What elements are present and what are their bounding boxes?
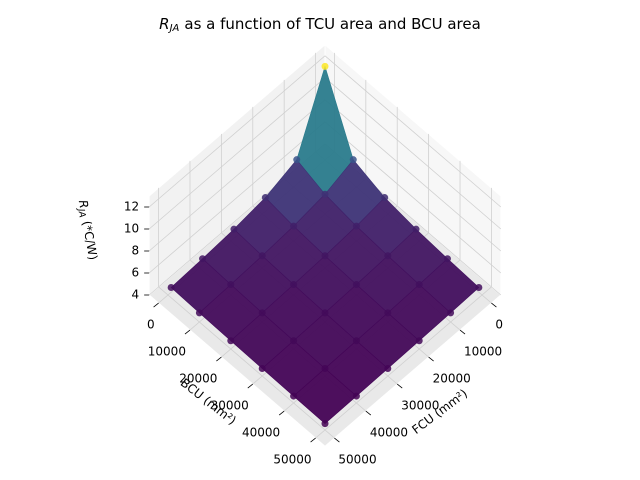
grid-line: [148, 77, 326, 230]
x-tick-label: 10000: [464, 345, 502, 359]
data-point: [352, 392, 360, 400]
data-point: [321, 309, 329, 317]
data-point: [227, 281, 235, 289]
z-tick-label: 6: [132, 266, 140, 280]
x-tick-label: 0: [495, 318, 503, 332]
x-tick-label: 20000: [433, 372, 471, 386]
tick-mark: [247, 383, 254, 389]
data-point: [290, 337, 298, 345]
title-subscript: JA: [168, 23, 180, 34]
zlabel-symbol: R: [76, 199, 91, 210]
tick-mark: [153, 302, 159, 308]
data-point: [290, 281, 298, 289]
data-point: [227, 337, 235, 345]
tick-mark: [278, 410, 285, 416]
x-tick-label: 30000: [401, 399, 439, 413]
data-point: [195, 309, 203, 317]
grid-line: [324, 55, 502, 208]
tick-mark: [428, 356, 434, 362]
grid-line: [148, 55, 326, 208]
y-tick-label: 30000: [211, 399, 249, 413]
tick-mark: [334, 437, 340, 443]
data-point: [381, 194, 389, 202]
data-point: [293, 156, 301, 164]
tick-mark: [184, 329, 191, 335]
data-point: [290, 222, 298, 230]
data-point: [321, 420, 329, 428]
tick-mark: [216, 356, 222, 362]
data-point: [258, 365, 266, 373]
grid-line: [158, 286, 335, 439]
data-point: [384, 365, 392, 373]
z-tick-label: 8: [132, 244, 140, 258]
z-tick-label: 10: [124, 222, 139, 236]
y-tick-label: 0: [147, 318, 155, 332]
tick-mark: [310, 437, 316, 443]
data-point: [352, 337, 360, 345]
z-tick-label: 4: [132, 288, 140, 302]
grid-line: [315, 286, 492, 439]
data-point: [415, 281, 423, 289]
data-point: [199, 255, 207, 263]
data-point: [443, 255, 451, 263]
data-point: [415, 337, 423, 345]
data-point: [384, 252, 392, 260]
data-point: [258, 252, 266, 260]
grid-line: [324, 121, 502, 274]
data-point: [261, 194, 269, 202]
zlabel-subscript: JA: [75, 206, 87, 218]
grid-line: [324, 99, 502, 252]
y-tick-label: 10000: [148, 345, 186, 359]
data-point: [352, 281, 360, 289]
data-point: [475, 283, 483, 291]
data-point: [321, 62, 329, 70]
x-tick-label: 50000: [338, 453, 376, 467]
data-point: [384, 309, 392, 317]
chart-title: RJA as a function of TCU area and BCU are…: [159, 15, 481, 35]
title-text: as a function of TCU area and BCU area: [184, 15, 480, 33]
surface: [167, 62, 483, 428]
grid-line: [148, 121, 326, 274]
tick-mark: [459, 329, 466, 335]
data-point: [230, 225, 238, 233]
data-point: [321, 252, 329, 260]
tick-mark: [491, 302, 497, 308]
data-point: [321, 365, 329, 373]
data-point: [321, 190, 329, 198]
y-tick-label: 40000: [242, 426, 280, 440]
data-point: [290, 392, 298, 400]
y-tick-label: 50000: [273, 453, 311, 467]
title-symbol: R: [159, 15, 169, 33]
tick-mark: [365, 410, 372, 416]
grid-line: [148, 99, 326, 252]
zlabel-text: (*C/W): [80, 220, 101, 261]
data-point: [447, 309, 455, 317]
data-point: [258, 309, 266, 317]
x-tick-label: 40000: [370, 426, 408, 440]
data-point: [412, 225, 420, 233]
data-point: [349, 156, 357, 164]
z-axis-label: RJA (*C/W): [74, 199, 100, 262]
z-tick-label: 12: [124, 200, 139, 214]
data-point: [167, 283, 175, 291]
grid-line: [324, 77, 502, 230]
y-tick-label: 20000: [179, 372, 217, 386]
data-point: [352, 222, 360, 230]
tick-mark: [396, 383, 403, 389]
